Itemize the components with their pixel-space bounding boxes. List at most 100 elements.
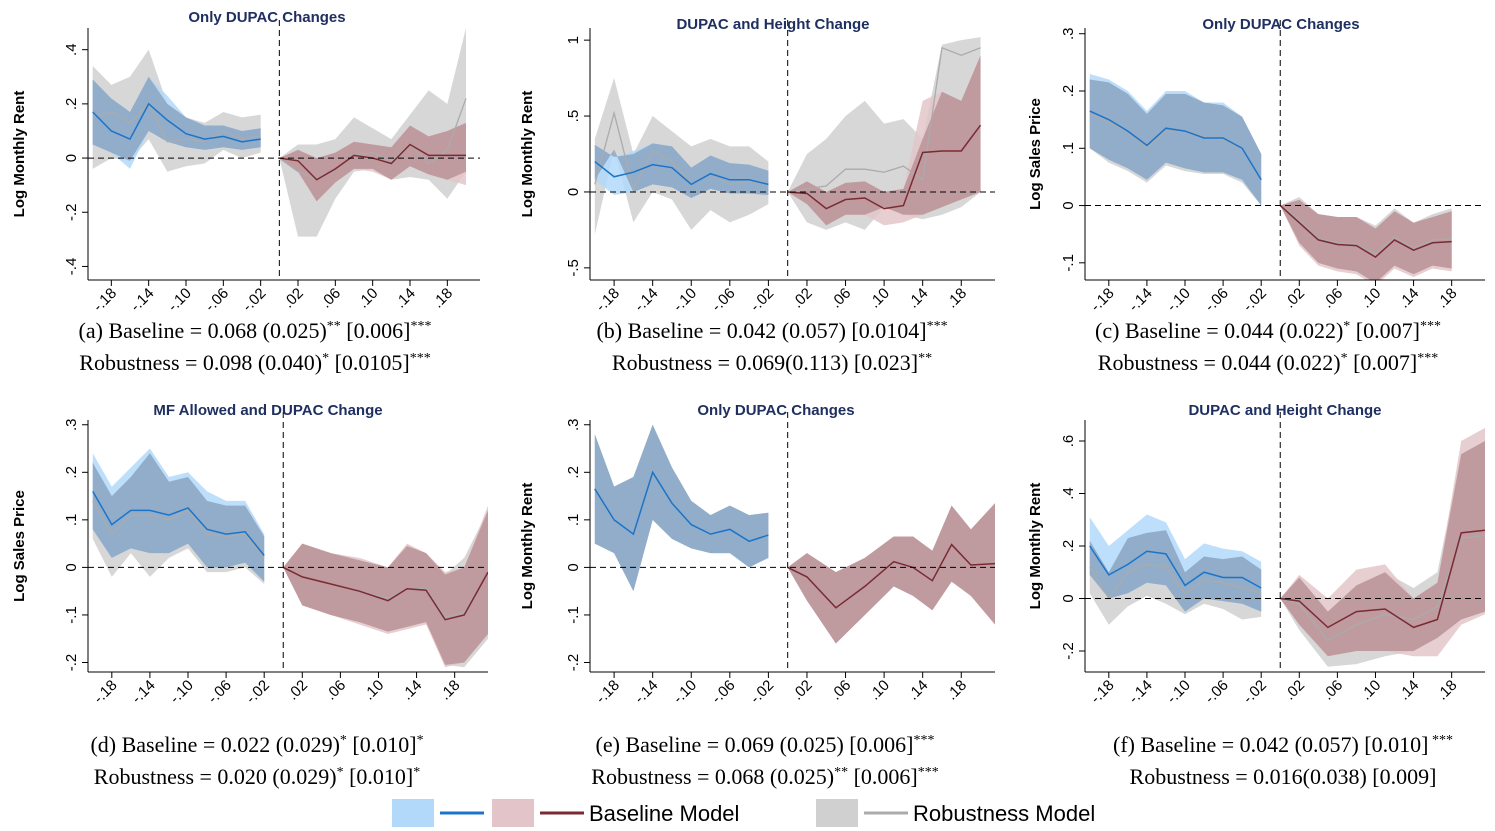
y-tick-label: -.2 [565, 654, 582, 672]
x-tick-label: -.06 [1202, 285, 1232, 315]
x-tick-label: -.10 [1164, 677, 1194, 707]
overlap-pre-band [1089, 79, 1262, 206]
x-tick-label: -.06 [1202, 677, 1232, 707]
x-tick-label: .14 [1396, 285, 1423, 312]
overlap-post-band [279, 122, 466, 202]
baseline-post-line [787, 543, 995, 609]
baseline-post-line [282, 566, 488, 621]
x-tick-label: .14 [1396, 677, 1423, 704]
overlap-pre-band [594, 424, 769, 592]
panel-title: Only DUPAC Changes [188, 9, 345, 26]
x-tick-label: -.06 [205, 677, 235, 707]
x-tick-label: .06 [317, 285, 344, 312]
robust-post-band [279, 28, 466, 237]
x-tick-label: -.14 [631, 677, 661, 707]
x-tick-label: -.14 [1125, 285, 1155, 315]
y-tick-label: -.2 [63, 204, 80, 222]
baseline-post-line [1280, 529, 1485, 629]
x-tick-label: .18 [943, 285, 970, 312]
caption-baseline: (a) Baseline = 0.068 (0.025)** [0.006]**… [79, 318, 432, 343]
x-tick-label: -.02 [747, 677, 777, 707]
x-tick-label: -.02 [239, 285, 269, 315]
x-tick-label: -.10 [670, 285, 700, 315]
x-tick-label: .14 [392, 285, 419, 312]
caption-robustness: Robustness = 0.068 (0.025)** [0.006]*** [591, 764, 938, 789]
legend-swatch-robust-band [816, 799, 858, 827]
panel-f: -.2 0 .2 .4 .6 -.18 -.14 -.10 -.06 -.02 .02 .06 .10.… [1027, 402, 1485, 789]
panel-title: MF Allowed and DUPAC Change [153, 402, 382, 419]
x-tick-label: .14 [905, 285, 932, 312]
x-tick-label: -.10 [1164, 285, 1194, 315]
caption-baseline: (c) Baseline = 0.044 (0.022)* [0.007]*** [1095, 318, 1441, 343]
y-tick-label: -.2 [1060, 642, 1077, 660]
x-tick-label: .06 [1319, 285, 1346, 312]
y-tick-label: 0 [63, 563, 80, 571]
robust-pre-line [1089, 563, 1262, 600]
x-tick-label: -.02 [747, 285, 777, 315]
y-axis-label: Log Monthly Rent [519, 483, 536, 610]
y-axis-label: Log Monthly Rent [1027, 483, 1044, 610]
x-tick-label: .18 [1434, 285, 1461, 312]
y-tick-label: .2 [565, 466, 582, 479]
robust-pre-line [594, 110, 769, 191]
legend-swatch-baseline-pre-band [392, 799, 434, 827]
x-tick-label: -.06 [708, 285, 738, 315]
x-tick-label: -.18 [1087, 677, 1117, 707]
robust-pre-band [594, 78, 769, 235]
overlap-post-band [787, 503, 995, 644]
x-tick-label: .10 [866, 285, 893, 312]
overlap-post-band [283, 510, 488, 665]
overlap-pre-band [594, 143, 769, 199]
robust-post-line [1279, 205, 1452, 256]
panel-title: DUPAC and Height Change [1188, 402, 1381, 419]
x-tick-label: .02 [1281, 677, 1308, 704]
y-tick-label: 0 [1060, 594, 1077, 602]
y-tick-label: -.2 [63, 654, 80, 672]
panel-title: DUPAC and Height Change [676, 16, 869, 33]
plot-area [1089, 73, 1452, 280]
y-tick-label: -.5 [565, 259, 582, 277]
legend: Baseline Model Robustness Model [392, 799, 1095, 827]
caption-baseline: (f) Baseline = 0.042 (0.057) [0.010] *** [1113, 732, 1453, 757]
y-tick-label: .3 [1060, 27, 1077, 40]
overlap-pre-band [92, 76, 261, 161]
baseline-pre-line [594, 161, 769, 186]
baseline-pre-line [594, 470, 769, 543]
baseline-pre-line [1089, 545, 1262, 589]
panels: -.4-.20.2.4-.18 -.14 -.10 -.06 -.02.02.06.10… [11, 9, 1485, 789]
baseline-post-line [1279, 204, 1452, 259]
plot-area [92, 28, 467, 237]
y-axis-label: Log Monthly Rent [11, 91, 28, 218]
robust-post-line [278, 98, 467, 181]
plot-area [594, 424, 995, 644]
y-tick-label: -.4 [63, 258, 80, 276]
overlap-post-band [1280, 441, 1485, 657]
y-tick-label: -.1 [1060, 254, 1077, 272]
x-tick-label: .10 [361, 677, 388, 704]
y-axis-label: Log Sales Price [1027, 98, 1044, 210]
x-tick-label: .06 [322, 677, 349, 704]
panel-d: -.2-.10.1.2.3-.18 -.14 -.10 -.06 -.02.02.06.… [11, 402, 488, 789]
x-tick-label: .18 [429, 285, 456, 312]
y-tick-label: .4 [63, 43, 80, 56]
panel-a: -.4 -.2 0 .2 .4 -.18 -.14 -.10 -.06 -.02 .02 .06 .10… [11, 9, 480, 375]
x-tick-label: .10 [355, 285, 382, 312]
caption-robustness: Robustness = 0.069(0.113) [0.023]** [612, 350, 932, 375]
x-tick-label: .10 [866, 677, 893, 704]
y-tick-label: 1 [565, 36, 582, 44]
y-tick-label: 0 [63, 154, 80, 162]
x-tick-label: -.18 [90, 677, 120, 707]
x-tick-label: -.06 [202, 285, 232, 315]
x-tick-label: .18 [437, 677, 464, 704]
y-tick-label: 0 [565, 563, 582, 571]
x-tick-label: -.02 [1240, 285, 1270, 315]
x-tick-label: -.10 [670, 677, 700, 707]
baseline-pre-line [92, 102, 261, 143]
x-tick-label: .06 [828, 285, 855, 312]
baseline-post-line [787, 124, 982, 210]
caption-baseline: (e) Baseline = 0.069 (0.025) [0.006]*** [596, 732, 935, 757]
y-tick-label: 0 [1060, 201, 1077, 209]
overlap-post-band [787, 55, 981, 226]
x-tick-label: .02 [280, 285, 307, 312]
